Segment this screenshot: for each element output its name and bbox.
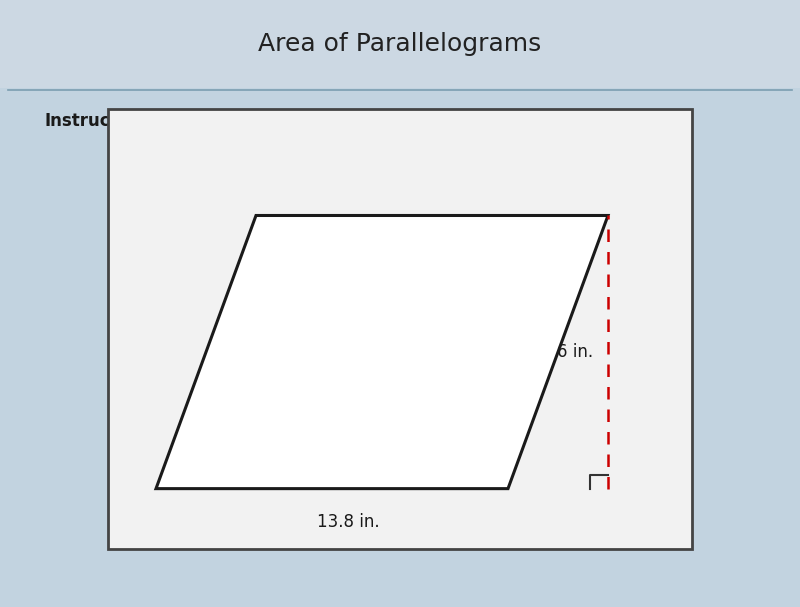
Text: Instructions:: Instructions: — [44, 112, 163, 131]
Text: Find the area of the parallelogram and round to the nearest tenth.: Find the area of the parallelogram and r… — [130, 112, 685, 131]
Bar — [0, 0, 800, 88]
Polygon shape — [156, 215, 608, 489]
Text: 13.8 in.: 13.8 in. — [317, 513, 379, 531]
Bar — [108, 109, 692, 549]
Text: 6 in.: 6 in. — [558, 343, 594, 361]
Text: Area of Parallelograms: Area of Parallelograms — [258, 32, 542, 56]
